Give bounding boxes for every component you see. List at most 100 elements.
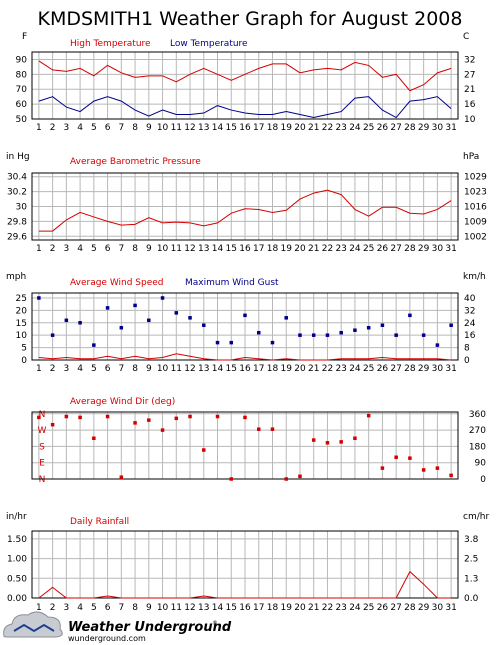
x-tick-label: 14 bbox=[212, 244, 224, 254]
data-point bbox=[380, 466, 385, 470]
x-tick-label: 4 bbox=[77, 603, 83, 613]
right-unit-label: hPa bbox=[463, 152, 479, 162]
x-tick-label: 15 bbox=[226, 123, 237, 133]
x-tick-label: 23 bbox=[335, 244, 346, 254]
y2-tick-label: 0 bbox=[464, 356, 470, 366]
x-tick-label: 26 bbox=[377, 603, 389, 613]
y-tick-label: 1.50 bbox=[7, 535, 27, 545]
x-tick-label: 16 bbox=[239, 364, 251, 374]
data-point bbox=[298, 333, 302, 337]
x-tick-label: 29 bbox=[418, 244, 430, 254]
y2-tick-label: 21 bbox=[464, 85, 475, 95]
y-tick-label: 60 bbox=[16, 100, 28, 110]
x-tick-label: 25 bbox=[363, 123, 374, 133]
x-tick-label: 22 bbox=[322, 364, 333, 374]
data-point bbox=[325, 441, 330, 445]
y2-tick-label: 16 bbox=[464, 100, 476, 110]
data-point bbox=[133, 421, 137, 425]
y2-tick-label: 24 bbox=[464, 319, 476, 329]
x-tick-label: 12 bbox=[184, 123, 195, 133]
x-tick-label: 7 bbox=[118, 364, 124, 374]
x-tick-label: 20 bbox=[294, 123, 306, 133]
x-tick-label: 21 bbox=[308, 603, 319, 613]
data-point bbox=[243, 313, 247, 318]
y-tick-label: 10 bbox=[16, 331, 28, 341]
x-tick-label: 13 bbox=[198, 244, 209, 254]
x-tick-label: 20 bbox=[294, 364, 306, 374]
data-point bbox=[202, 323, 206, 328]
x-tick-label: 2 bbox=[50, 123, 56, 133]
data-point bbox=[160, 296, 165, 300]
y-tick-label: 5 bbox=[21, 344, 27, 354]
left-unit-label: F bbox=[22, 32, 27, 42]
data-point bbox=[50, 333, 55, 337]
x-tick-label: 1 bbox=[36, 364, 42, 374]
x-tick-label: 14 bbox=[212, 603, 224, 613]
x-tick-label: 29 bbox=[418, 364, 430, 374]
y2-tick-label: 360 bbox=[469, 410, 486, 420]
x-tick-label: 10 bbox=[157, 123, 169, 133]
data-point bbox=[64, 414, 69, 419]
chart-panel-4: N 360 W 270 S 180 E 90 N 0 Average Wind Dir (deg) bbox=[31, 397, 486, 485]
x-tick-label: 9 bbox=[146, 123, 152, 133]
x-tick-label: 7 bbox=[118, 123, 124, 133]
data-point bbox=[174, 311, 179, 315]
y-tick-label: 29.6 bbox=[7, 232, 27, 242]
x-tick-label: 14 bbox=[212, 123, 224, 133]
data-point bbox=[256, 330, 261, 335]
x-tick-label: 3 bbox=[63, 603, 69, 613]
y2-tick-label: 10 bbox=[464, 115, 476, 125]
cloud-icon bbox=[3, 611, 63, 638]
page-title: KMDSMITH1 Weather Graph for August 2008 bbox=[38, 8, 463, 30]
x-tick-label: 11 bbox=[171, 123, 182, 133]
x-tick-label: 28 bbox=[404, 123, 416, 133]
x-tick-label: 21 bbox=[308, 123, 319, 133]
plot-frame bbox=[31, 292, 459, 361]
x-tick-label: 24 bbox=[349, 244, 361, 254]
x-tick-label: 23 bbox=[335, 603, 346, 613]
data-point bbox=[394, 333, 398, 337]
compass-label: N bbox=[39, 410, 46, 420]
registered-mark: ® bbox=[212, 620, 218, 627]
data-point bbox=[449, 323, 453, 328]
y-tick-label: 70 bbox=[16, 85, 28, 95]
x-tick-label: 8 bbox=[132, 603, 138, 613]
data-point bbox=[421, 333, 426, 337]
data-point bbox=[270, 340, 275, 345]
x-tick-label: 13 bbox=[198, 123, 209, 133]
x-tick-label: 16 bbox=[239, 603, 251, 613]
data-point bbox=[50, 422, 55, 427]
x-tick-label: 17 bbox=[253, 364, 264, 374]
x-tick-label: 3 bbox=[63, 123, 69, 133]
x-tick-label: 20 bbox=[294, 603, 306, 613]
x-tick-label: 15 bbox=[226, 364, 237, 374]
data-point bbox=[37, 415, 41, 420]
left-unit-label: mph bbox=[6, 272, 26, 282]
data-point bbox=[243, 415, 247, 420]
y2-tick-label: 32 bbox=[464, 306, 475, 316]
data-point bbox=[421, 468, 426, 472]
right-unit-label: C bbox=[463, 32, 469, 42]
weather-underground-logo[interactable]: Weather Underground ® wunderground.com bbox=[3, 611, 232, 643]
x-tick-label: 16 bbox=[239, 244, 251, 254]
y2-tick-label: 180 bbox=[469, 442, 486, 452]
legend-maximum-wind-gust: Maximum Wind Gust bbox=[185, 278, 279, 288]
y2-tick-label: 270 bbox=[469, 426, 486, 436]
y2-tick-label: 16 bbox=[464, 331, 476, 341]
data-point bbox=[229, 477, 234, 481]
logo-text: Weather Underground bbox=[68, 620, 232, 635]
y2-tick-label: 0.0 bbox=[464, 594, 479, 604]
data-point bbox=[449, 473, 453, 478]
x-tick-label: 9 bbox=[146, 603, 152, 613]
x-tick-label: 6 bbox=[105, 244, 111, 254]
y2-tick-label: 2.5 bbox=[464, 555, 478, 565]
x-tick-label: 24 bbox=[349, 603, 361, 613]
data-point bbox=[147, 318, 151, 323]
y2-tick-label: 1016 bbox=[464, 203, 487, 213]
x-tick-label: 3 bbox=[63, 364, 69, 374]
right-unit-label: cm/hr bbox=[463, 512, 489, 522]
x-tick-label: 31 bbox=[445, 244, 456, 254]
legend-average-barometric-pressure: Average Barometric Pressure bbox=[70, 157, 201, 167]
